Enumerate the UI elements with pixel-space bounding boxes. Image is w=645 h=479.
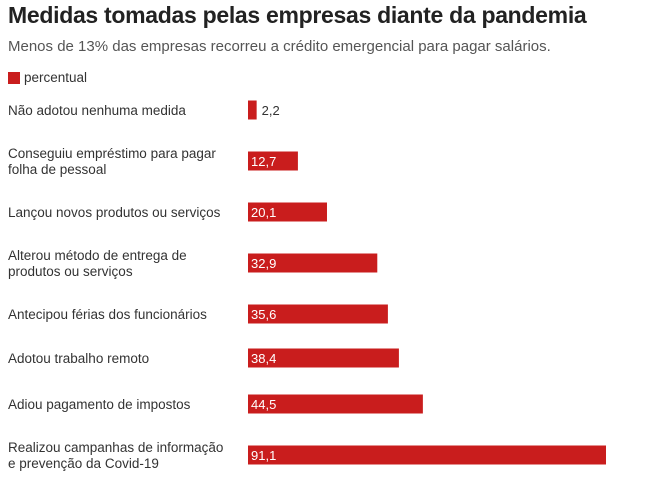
bar (248, 304, 388, 324)
bar (248, 348, 399, 368)
category-label-line: folha de pessoal (8, 162, 106, 177)
bar (248, 445, 606, 465)
data-label: 12,7 (251, 154, 276, 169)
category-label: Adiou pagamento de impostos (8, 397, 191, 412)
category-label: Alterou método de entrega de produtos ou … (8, 248, 187, 279)
category-label: Antecipou férias dos funcionários (8, 307, 207, 322)
category-label-line: produtos ou serviços (8, 264, 133, 279)
chart-title: Medidas tomadas pelas empresas diante da… (8, 2, 587, 28)
category-label: Adotou trabalho remoto (8, 351, 149, 366)
category-label-line: Antecipou férias dos funcionários (8, 307, 207, 322)
data-label: 35,6 (251, 307, 276, 322)
category-label-line: Conseguiu empréstimo para pagar (8, 146, 216, 161)
bar (248, 202, 327, 222)
data-label: 20,1 (251, 205, 276, 220)
category-label-line: Não adotou nenhuma medida (8, 103, 186, 118)
category-label: Não adotou nenhuma medida (8, 103, 186, 118)
legend-swatch (8, 71, 20, 84)
category-label-line: e prevenção da Covid-19 (8, 456, 159, 471)
category-label: Realizou campanhas de informação e preven… (8, 440, 223, 471)
data-label: 44,5 (251, 397, 276, 412)
category-label: Conseguiu empréstimo para pagar folha de … (8, 146, 216, 177)
bar (248, 394, 423, 414)
category-label-line: Adiou pagamento de impostos (8, 397, 191, 412)
chart-subtitle: Menos de 13% das empresas recorreu a cré… (8, 38, 551, 55)
category-label-line: Adotou trabalho remoto (8, 351, 149, 366)
bar (248, 151, 298, 171)
category-label: Lançou novos produtos ou serviços (8, 205, 221, 220)
bar (248, 100, 257, 120)
data-label: 91,1 (251, 448, 276, 463)
legend-label: percentual (24, 70, 88, 85)
data-label: 2,2 (262, 103, 280, 118)
category-label-line: Realizou campanhas de informação (8, 440, 223, 455)
data-label: 38,4 (251, 351, 276, 366)
legend: percentual (8, 70, 87, 85)
data-label: 32,9 (251, 256, 276, 271)
category-label-line: Lançou novos produtos ou serviços (8, 205, 221, 220)
category-label-line: Alterou método de entrega de (8, 248, 187, 263)
bar (248, 253, 378, 273)
